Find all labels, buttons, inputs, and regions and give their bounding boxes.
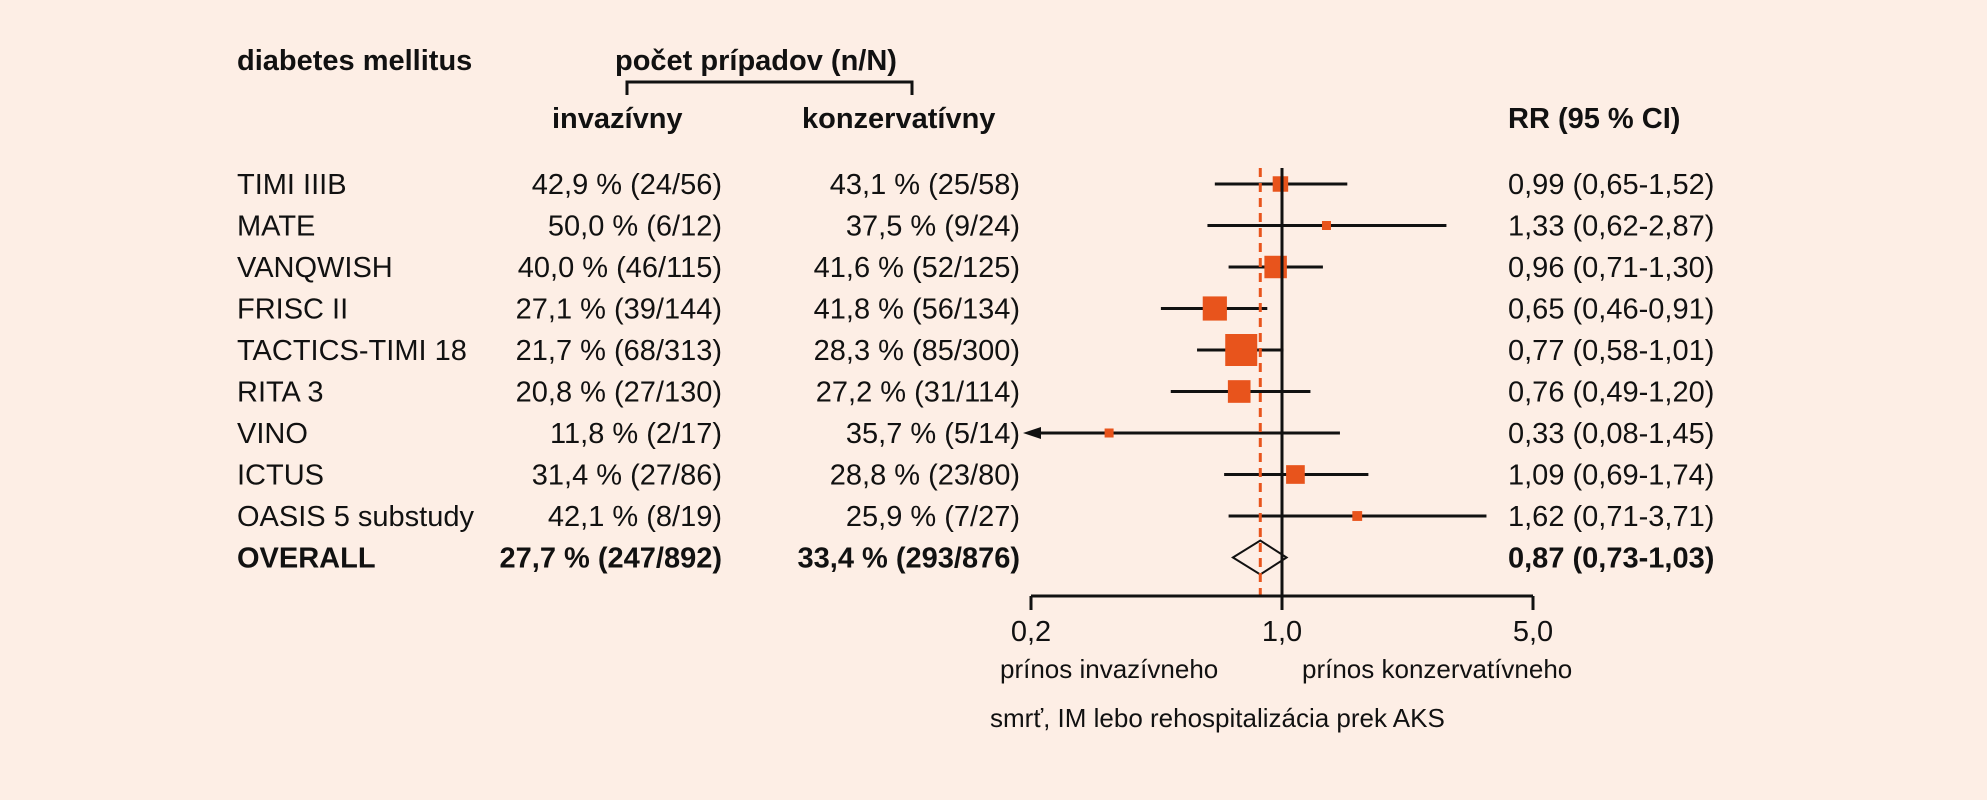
- study-name: ICTUS: [237, 460, 324, 492]
- conservative-value: 41,6 % (52/125): [814, 252, 1020, 284]
- rr-value: 0,87 (0,73-1,03): [1508, 543, 1714, 575]
- rr-value: 1,33 (0,62-2,87): [1508, 211, 1714, 243]
- invasive-value: 42,1 % (8/19): [548, 501, 722, 533]
- rr-value: 0,65 (0,46-0,91): [1508, 294, 1714, 326]
- study-name: MATE: [237, 211, 315, 243]
- study-row: ICTUS 31,4 % (27/86) 28,8 % (23/80) 1,09 (0…: [237, 460, 1714, 492]
- favours-right-label: prínos konzervatívneho: [1302, 654, 1572, 684]
- conservative-value: 43,1 % (25/58): [830, 169, 1020, 201]
- study-row: FRISC II 27,1 % (39/144) 41,8 % (56/134) 0,…: [237, 294, 1714, 326]
- ci-arrow: [1023, 427, 1041, 439]
- conservative-value: 27,2 % (31/114): [816, 377, 1020, 409]
- invasive-value: 31,4 % (27/86): [532, 460, 722, 492]
- subgroup-title: diabetes mellitus: [237, 45, 472, 77]
- study-row: TIMI IIIB 42,9 % (24/56) 43,1 % (25/58) 0,9…: [237, 169, 1714, 201]
- rr-value: 0,33 (0,08-1,45): [1508, 418, 1714, 450]
- conservative-value: 41,8 % (56/134): [814, 294, 1020, 326]
- study-name: VANQWISH: [237, 252, 393, 284]
- invasive-value: 21,7 % (68/313): [516, 335, 722, 367]
- conservative-value: 25,9 % (7/27): [846, 501, 1020, 533]
- effect-marker: [1272, 176, 1289, 192]
- study-row: OASIS 5 substudy 42,1 % (8/19) 25,9 % (7/2…: [237, 501, 1714, 533]
- invasive-value: 42,9 % (24/56): [532, 169, 722, 201]
- study-name: TACTICS-TIMI 18: [237, 335, 467, 367]
- rr-value: 0,77 (0,58-1,01): [1508, 335, 1714, 367]
- conservative-value: 28,8 % (23/80): [830, 460, 1020, 492]
- conservative-value: 35,7 % (5/14): [846, 418, 1020, 450]
- rr-value: 0,76 (0,49-1,20): [1508, 377, 1714, 409]
- effect-marker: [1202, 296, 1227, 321]
- effect-marker: [1352, 511, 1363, 521]
- x-tick-label: 5,0: [1513, 616, 1553, 648]
- rr-value: 0,96 (0,71-1,30): [1508, 252, 1714, 284]
- rr-value: 1,62 (0,71-3,71): [1508, 501, 1714, 533]
- study-row: VANQWISH 40,0 % (46/115) 41,6 % (52/125) 0,…: [237, 252, 1714, 284]
- x-axis-label: smrť, IM lebo rehospitalizácia prek AKS: [990, 703, 1445, 733]
- effect-marker: [1225, 334, 1258, 366]
- study-row: TACTICS-TIMI 18 21,7 % (68/313) 28,3 % (85…: [237, 335, 1714, 367]
- cases-bracket: [625, 80, 914, 95]
- invasive-value: 20,8 % (27/130): [516, 377, 722, 409]
- overall-row: OVERALL 27,7 % (247/892) 33,4 % (293/876) 0…: [237, 543, 1714, 575]
- study-name: OVERALL: [237, 543, 376, 575]
- study-rows: TIMI IIIB 42,9 % (24/56) 43,1 % (25/58) 0,9…: [237, 169, 1714, 575]
- study-name: TIMI IIIB: [237, 169, 347, 201]
- invasive-value: 50,0 % (6/12): [548, 211, 722, 243]
- effect-marker: [1321, 221, 1331, 230]
- x-tick-label: 1,0: [1262, 616, 1302, 648]
- study-name: FRISC II: [237, 294, 348, 326]
- study-row: MATE 50,0 % (6/12) 37,5 % (9/24) 1,33 (0,62…: [237, 211, 1714, 243]
- effect-marker: [1227, 380, 1251, 403]
- rr-header: RR (95 % CI): [1508, 103, 1680, 135]
- study-name: RITA 3: [237, 377, 324, 409]
- overall-diamond: [1231, 539, 1289, 576]
- cases-header: počet prípadov (n/N): [615, 45, 897, 77]
- rr-value: 1,09 (0,69-1,74): [1508, 460, 1714, 492]
- rr-value: 0,99 (0,65-1,52): [1508, 169, 1714, 201]
- study-name: OASIS 5 substudy: [237, 501, 474, 533]
- favours-left-label: prínos invazívneho: [1000, 654, 1218, 684]
- study-row: VINO 11,8 % (2/17) 35,7 % (5/14) 0,33 (0,08…: [237, 418, 1714, 450]
- study-name: VINO: [237, 418, 308, 450]
- effect-marker: [1104, 428, 1114, 438]
- x-axis: 0,2 1,0 5,0: [1011, 594, 1553, 648]
- x-tick-label: 0,2: [1011, 616, 1051, 648]
- conservative-value: 28,3 % (85/300): [814, 335, 1020, 367]
- invasive-value: 27,7 % (247/892): [500, 543, 722, 575]
- invasive-value: 27,1 % (39/144): [516, 294, 722, 326]
- conservative-value: 37,5 % (9/24): [846, 211, 1020, 243]
- forest-marks: [1023, 168, 1487, 596]
- effect-marker: [1286, 465, 1305, 484]
- invasive-value: 40,0 % (46/115): [518, 252, 722, 284]
- conservative-header: konzervatívny: [802, 103, 995, 135]
- invasive-value: 11,8 % (2/17): [550, 418, 722, 450]
- conservative-value: 33,4 % (293/876): [798, 543, 1020, 575]
- invasive-header: invazívny: [552, 103, 683, 135]
- study-row: RITA 3 20,8 % (27/130) 27,2 % (31/114) 0,76…: [237, 377, 1714, 409]
